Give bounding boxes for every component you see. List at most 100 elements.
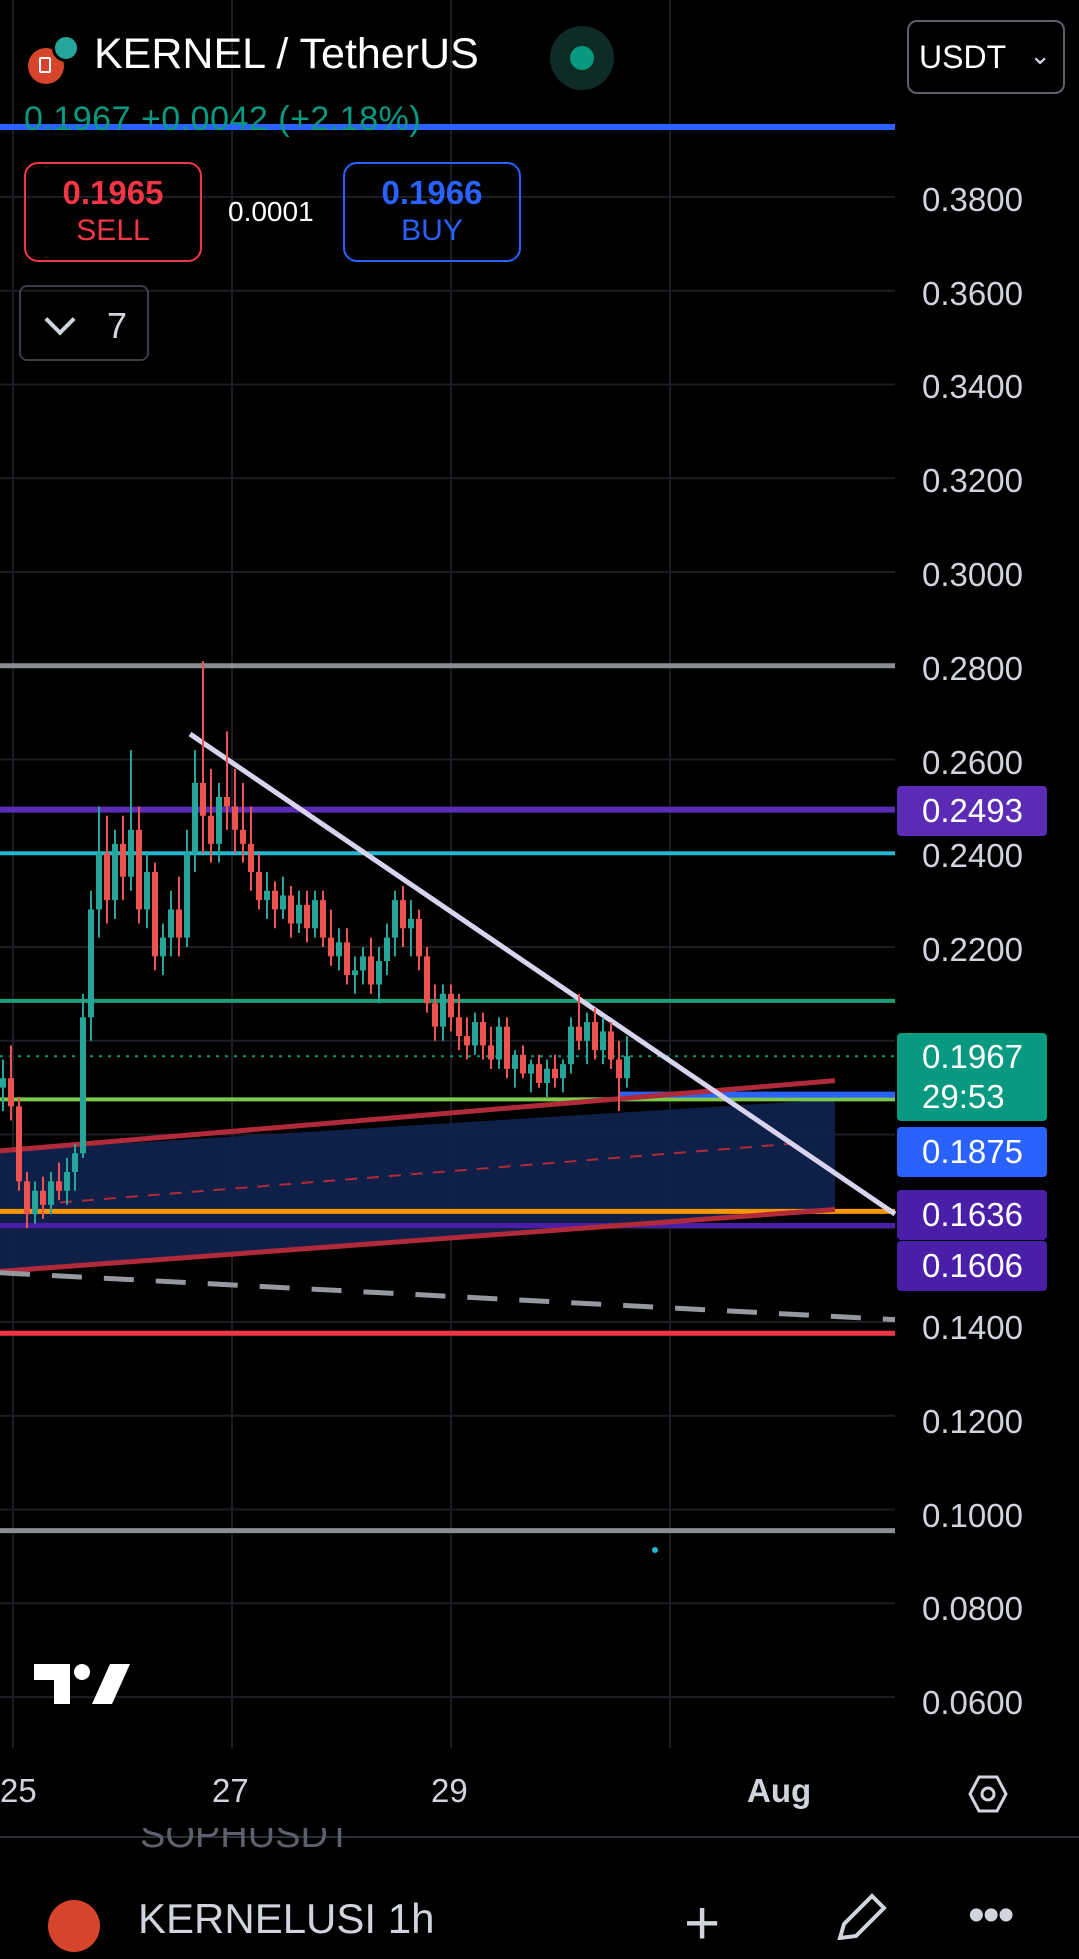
candle-body	[136, 829, 142, 910]
price-axis-label: 0.1200	[922, 1403, 1023, 1440]
price-axis-label: 0.0800	[922, 1590, 1023, 1627]
price-badge-value: 0.1875	[922, 1133, 1023, 1170]
price-axis-label: 0.3800	[922, 181, 1023, 218]
candle-body	[288, 895, 294, 924]
candle-body	[256, 872, 262, 901]
price-axis-label: 0.1000	[922, 1497, 1023, 1534]
candle-body	[248, 843, 254, 872]
price-axis-label: 0.3600	[922, 275, 1023, 312]
candle-body	[496, 1026, 502, 1060]
candle-body	[264, 890, 270, 901]
symbol-title[interactable]: KERNEL / TetherUS	[94, 30, 479, 78]
candle-body	[8, 1078, 14, 1107]
exchange-logo-icon	[48, 1900, 100, 1952]
candle-body	[560, 1064, 566, 1079]
token-logo-icon	[52, 34, 80, 62]
candle-body	[368, 956, 374, 985]
symbol-interval-button[interactable]: KERNELUSI 1h	[138, 1895, 435, 1942]
candle-body	[448, 993, 454, 1018]
tradingview-logo-icon	[34, 1664, 130, 1704]
channel-lower-line	[0, 1207, 836, 1274]
range-zone	[0, 1099, 835, 1272]
candle-body	[504, 1026, 510, 1069]
indicator-count: 7	[107, 305, 128, 346]
candle-body	[568, 1026, 574, 1065]
candle-body	[520, 1054, 526, 1074]
candle-body	[512, 1054, 518, 1069]
plus-icon[interactable]: +	[684, 1889, 721, 1958]
channel-upper-line	[0, 1078, 836, 1154]
price-axis-label: 0.2800	[922, 650, 1023, 687]
candle-body	[536, 1064, 542, 1083]
currency-value: USDT	[919, 38, 1007, 75]
buy-price: 0.1966	[381, 174, 483, 211]
buy-button[interactable]: 0.1966 BUY	[343, 162, 521, 262]
candle-body	[208, 815, 214, 844]
currency-select[interactable]: USDT ⌄	[907, 20, 1065, 94]
candle-body	[432, 1003, 438, 1027]
candle-body	[272, 890, 278, 910]
candle-body	[384, 937, 390, 962]
quote-line: 0.1967 +0.0042 (+2.18%)	[24, 100, 421, 139]
live-status-icon	[550, 26, 614, 90]
marker-dot	[652, 1547, 658, 1553]
chart-header: KERNEL / TetherUS 0.1967 +0.0042 (+2.18%…	[0, 0, 895, 138]
price-badge: 0.2493	[897, 786, 1047, 836]
candle-body	[80, 1017, 86, 1154]
candle-body	[408, 918, 414, 929]
ghost-symbol: SOPHUSDT	[140, 1828, 352, 1854]
price-axis-label: 0.1400	[922, 1309, 1023, 1346]
price-badge-value: 0.1606	[922, 1247, 1023, 1284]
candle-body	[152, 872, 158, 957]
candle-body	[24, 1181, 30, 1215]
price-badge-value: 0.1967	[922, 1038, 1023, 1075]
price-axis-label: 0.3000	[922, 556, 1023, 593]
sell-label: SELL	[76, 214, 150, 247]
bottom-toolbar	[0, 1836, 1079, 1935]
price-axis-label: 0.2200	[922, 931, 1023, 968]
candle-body	[344, 942, 350, 976]
candle-body	[592, 1022, 598, 1051]
candle-body	[472, 1022, 478, 1046]
dashed-trend-line	[0, 1270, 896, 1323]
candle-body	[616, 1059, 622, 1079]
candle-body	[400, 900, 406, 929]
sell-button[interactable]: 0.1965 SELL	[24, 162, 202, 262]
candle-body	[456, 1017, 462, 1037]
candle-body	[104, 853, 110, 901]
candle-body	[576, 1026, 582, 1041]
candle-body	[120, 843, 126, 877]
candle-body	[240, 829, 246, 844]
price-badge-value: 0.2493	[922, 792, 1023, 829]
last-price: 0.1967	[24, 100, 131, 138]
chevron-down-icon: ⌄	[1029, 40, 1051, 70]
price-badge: 0.1875	[897, 1127, 1047, 1177]
candle-body	[280, 895, 286, 910]
candle-body	[600, 1031, 606, 1051]
candle-body	[488, 1045, 494, 1060]
candle-countdown: 29:53	[922, 1078, 1005, 1115]
candle-body	[176, 909, 182, 938]
candle-body	[168, 909, 174, 938]
candle-body	[40, 1190, 46, 1205]
chevron-down-icon	[44, 304, 76, 336]
time-axis-label: Aug	[747, 1772, 812, 1809]
candle-body	[552, 1068, 558, 1079]
indicators-toggle[interactable]: 7	[19, 285, 149, 361]
candle-body	[624, 1056, 630, 1079]
settings-hexagon-icon[interactable]	[968, 1774, 1008, 1814]
spread-value: 0.0001	[228, 196, 314, 227]
candle-body	[544, 1068, 550, 1083]
candle-body	[360, 956, 366, 971]
price-axis-label: 0.3400	[922, 368, 1023, 405]
candle-body	[192, 782, 198, 854]
candle-body	[200, 782, 206, 816]
candle-body	[304, 904, 310, 929]
candle-body	[376, 961, 382, 985]
price-axis-label: 0.2600	[922, 744, 1023, 781]
sell-price: 0.1965	[62, 174, 164, 211]
candle-body	[224, 797, 230, 807]
more-icon[interactable]: •••	[968, 1889, 1014, 1942]
candle-body	[56, 1181, 62, 1191]
